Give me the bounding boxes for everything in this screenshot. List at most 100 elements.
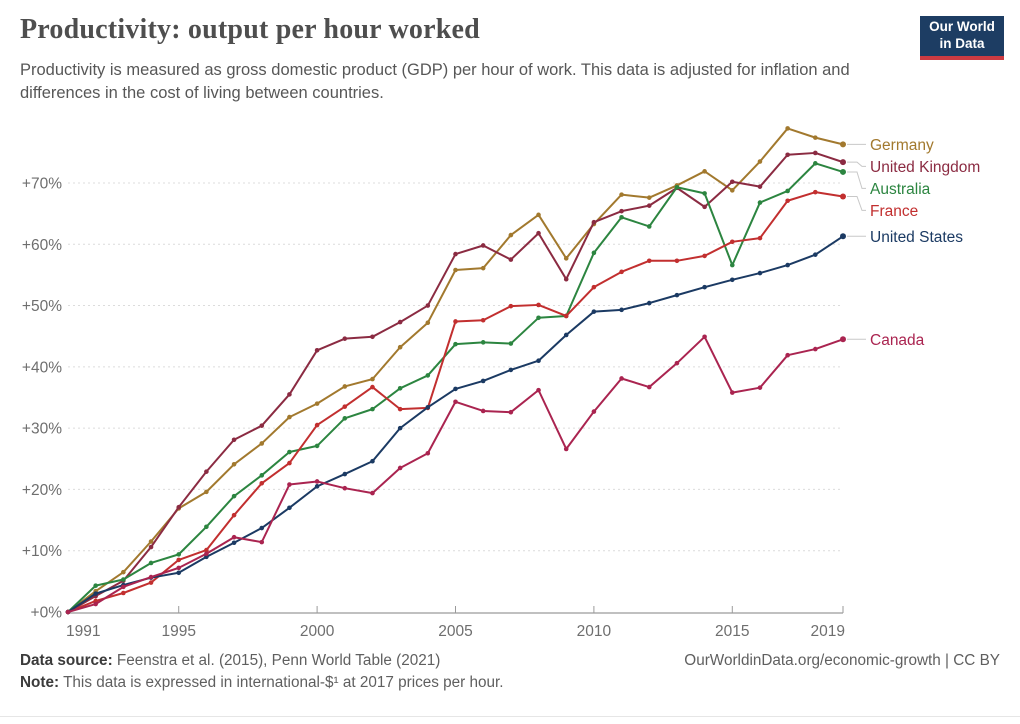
data-point-canada-2018[interactable] [813, 346, 818, 352]
series-line-united-states[interactable] [67, 235, 844, 613]
data-point-france-2010[interactable] [591, 284, 597, 290]
data-point-australia-2010[interactable] [591, 250, 597, 256]
data-point-australia-1996[interactable] [204, 524, 209, 530]
data-point-canada-2013[interactable] [674, 360, 680, 366]
data-point-france-2009[interactable] [563, 313, 569, 319]
data-point-canada-2000[interactable] [314, 479, 320, 484]
series-france[interactable] [65, 189, 846, 615]
legend-label-australia[interactable]: Australia [870, 181, 931, 198]
data-point-australia-2019[interactable] [840, 168, 846, 175]
legend-label-united-kingdom[interactable]: United Kingdom [870, 159, 980, 176]
data-point-united-kingdom-1995[interactable] [176, 504, 182, 510]
data-point-canada-1991[interactable] [65, 609, 71, 615]
data-point-france-2019[interactable] [840, 193, 846, 200]
data-point-united-kingdom-1996[interactable] [204, 469, 209, 474]
data-point-united-kingdom-2012[interactable] [646, 203, 652, 208]
data-point-france-2013[interactable] [674, 258, 680, 264]
data-point-canada-2014[interactable] [702, 334, 707, 340]
data-point-canada-1997[interactable] [231, 534, 237, 540]
data-point-united-kingdom-1994[interactable] [148, 544, 154, 550]
data-point-united-kingdom-1997[interactable] [231, 437, 237, 443]
data-point-united-states-2014[interactable] [702, 284, 707, 290]
data-point-united-states-2007[interactable] [508, 367, 514, 373]
data-point-united-kingdom-1998[interactable] [259, 423, 265, 428]
data-point-australia-2011[interactable] [619, 214, 624, 220]
data-point-australia-2018[interactable] [813, 161, 818, 166]
series-canada[interactable] [65, 334, 846, 615]
data-point-germany-2003[interactable] [397, 344, 403, 350]
data-point-united-kingdom-2001[interactable] [342, 336, 348, 341]
data-point-france-2001[interactable] [342, 404, 348, 409]
data-point-united-kingdom-2015[interactable] [729, 179, 735, 185]
data-point-france-1997[interactable] [231, 512, 237, 518]
data-point-united-kingdom-2002[interactable] [370, 334, 375, 340]
data-point-united-kingdom-2018[interactable] [813, 150, 818, 156]
data-point-canada-2003[interactable] [397, 465, 403, 471]
data-point-united-states-2016[interactable] [757, 270, 763, 276]
data-point-canada-2004[interactable] [425, 450, 431, 456]
data-point-united-kingdom-2000[interactable] [314, 347, 320, 353]
data-point-germany-2004[interactable] [425, 320, 431, 326]
data-point-australia-2006[interactable] [480, 340, 486, 345]
data-point-canada-1994[interactable] [148, 574, 154, 580]
series-germany[interactable] [65, 126, 846, 615]
data-point-united-states-2015[interactable] [729, 277, 735, 283]
data-point-germany-2007[interactable] [508, 232, 514, 238]
data-point-united-states-2000[interactable] [314, 484, 320, 489]
data-point-canada-1996[interactable] [204, 551, 209, 557]
data-point-united-states-2006[interactable] [480, 378, 486, 384]
legend-label-canada[interactable]: Canada [870, 332, 925, 349]
series-united-kingdom[interactable] [65, 150, 846, 615]
data-point-france-1998[interactable] [259, 480, 265, 486]
data-point-germany-2000[interactable] [314, 401, 320, 406]
data-point-united-kingdom-2004[interactable] [425, 303, 431, 308]
data-point-united-kingdom-2019[interactable] [840, 159, 846, 166]
data-point-australia-2017[interactable] [785, 188, 790, 194]
data-point-united-kingdom-2005[interactable] [453, 251, 458, 257]
data-point-canada-2007[interactable] [508, 409, 514, 415]
data-point-australia-1992[interactable] [93, 583, 98, 588]
data-point-france-2005[interactable] [453, 319, 458, 324]
data-point-united-states-2003[interactable] [397, 425, 403, 431]
data-point-united-kingdom-1999[interactable] [287, 392, 292, 397]
data-point-germany-2018[interactable] [813, 135, 818, 140]
data-point-australia-2015[interactable] [729, 262, 735, 268]
data-point-germany-2001[interactable] [342, 384, 348, 389]
data-point-united-states-1999[interactable] [287, 505, 292, 511]
data-point-canada-2005[interactable] [453, 399, 458, 405]
data-point-france-2006[interactable] [480, 317, 486, 323]
data-point-germany-2008[interactable] [536, 212, 541, 218]
data-point-france-2017[interactable] [785, 198, 790, 204]
data-point-germany-1993[interactable] [121, 569, 126, 575]
data-point-united-states-2019[interactable] [840, 233, 846, 240]
data-point-united-kingdom-2009[interactable] [563, 276, 569, 282]
data-point-australia-1994[interactable] [148, 560, 154, 566]
data-point-united-states-1997[interactable] [231, 540, 237, 546]
data-point-united-states-2011[interactable] [619, 307, 624, 313]
data-point-canada-1992[interactable] [93, 601, 98, 607]
data-point-australia-2014[interactable] [702, 191, 707, 196]
data-point-france-2018[interactable] [813, 189, 818, 195]
data-point-france-2015[interactable] [729, 239, 735, 245]
data-point-germany-2015[interactable] [729, 188, 735, 193]
data-point-germany-2002[interactable] [370, 376, 375, 382]
data-point-canada-1999[interactable] [287, 482, 292, 487]
data-point-united-states-1998[interactable] [259, 525, 265, 531]
data-point-france-2014[interactable] [702, 253, 707, 259]
data-point-united-states-2012[interactable] [646, 300, 652, 306]
data-point-france-2000[interactable] [314, 422, 320, 428]
data-point-france-2002[interactable] [370, 384, 375, 390]
data-point-united-states-2013[interactable] [674, 292, 680, 298]
data-point-france-1999[interactable] [287, 460, 292, 466]
data-point-canada-2011[interactable] [619, 376, 624, 381]
data-point-australia-2013[interactable] [674, 184, 680, 190]
data-point-canada-2016[interactable] [757, 385, 763, 390]
data-point-australia-1999[interactable] [287, 449, 292, 455]
series-united-states[interactable] [65, 233, 846, 615]
data-point-canada-2010[interactable] [591, 409, 597, 414]
data-point-australia-2007[interactable] [508, 341, 514, 346]
data-point-germany-2006[interactable] [480, 265, 486, 271]
data-point-united-kingdom-2016[interactable] [757, 184, 763, 189]
data-point-germany-2019[interactable] [840, 141, 846, 148]
